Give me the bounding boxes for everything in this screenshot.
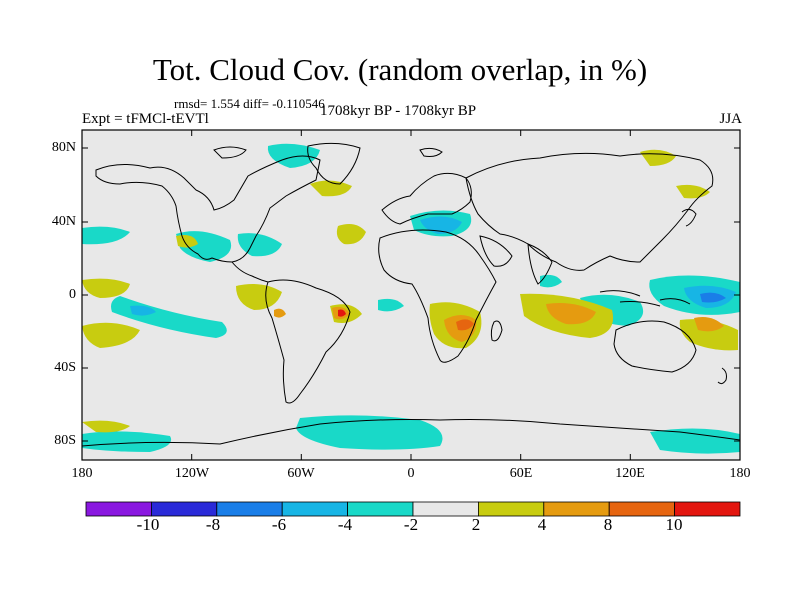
colorbar-segment: [150, 501, 218, 517]
time-period-label: 1708kyr BP - 1708kyr BP: [320, 103, 477, 119]
coastline-madagascar: [490, 320, 503, 342]
map-background: [82, 130, 740, 460]
colorbar: [85, 501, 741, 517]
colorbar-segment: [281, 501, 349, 517]
lat-label-80s: 80S: [54, 433, 76, 448]
colorbar-label-neg4: -4: [337, 515, 353, 534]
coastline-greenland: [307, 142, 361, 185]
coastline-new-zealand: [717, 367, 727, 385]
colorbar-label-10: 10: [665, 515, 683, 534]
coastline-asia: [465, 152, 714, 271]
colorbar-label-neg10: -10: [136, 515, 160, 534]
map-panel: [81, 129, 741, 461]
colorbar-segment: [412, 501, 479, 517]
lon-label-0: 0: [407, 466, 415, 481]
colorbar-segment: [674, 501, 741, 517]
colorbar-segment: [477, 501, 545, 517]
colorbar-label-neg2: -2: [403, 515, 419, 534]
coastline-central-america: [231, 261, 269, 283]
coastline-arabia: [479, 235, 513, 267]
lon-label-60w: 60W: [287, 466, 315, 481]
strong-negative-patches: [130, 216, 736, 316]
coastline-arctic-islands: [213, 146, 443, 159]
coastline-japan: [681, 208, 697, 227]
coastline-australia: [613, 320, 697, 373]
season-label: JJA: [719, 111, 742, 127]
lon-label-120w: 120W: [174, 466, 210, 481]
colorbar-label-neg8: -8: [205, 515, 221, 534]
colorbar-label-4: 4: [537, 515, 547, 534]
coastlines: [81, 142, 741, 447]
colorbar-segment: [216, 501, 283, 517]
lat-label-40n: 40N: [51, 214, 76, 229]
lat-label-40s: 40S: [54, 360, 76, 375]
colorbar-segment: [543, 501, 610, 517]
lon-label-60e: 60E: [509, 466, 533, 481]
coastline-india: [527, 243, 553, 285]
colorbar-segment: [608, 501, 676, 517]
coastline-indonesia: [599, 290, 691, 307]
map-title: Tot. Cloud Cov. (random overlap, in %): [152, 52, 648, 87]
lon-label-120e: 120E: [615, 466, 645, 481]
lon-label-180e: 180: [729, 466, 751, 481]
coastline-europe: [381, 172, 472, 225]
colorbar-label-2: 2: [471, 515, 481, 534]
coastline-south-america: [265, 279, 351, 404]
strong-positive-patches: [274, 303, 724, 342]
coastline-antarctica: [81, 419, 741, 447]
rmsd-diff-stats: rmsd= 1.554 diff= -0.110546: [174, 96, 325, 111]
lat-label-0: 0: [69, 287, 76, 302]
lon-label-180w: 180: [71, 466, 93, 481]
coastline-africa: [378, 229, 497, 363]
colorbar-label-8: 8: [603, 515, 613, 534]
colorbar-segment: [85, 501, 152, 517]
lat-label-80n: 80N: [51, 140, 76, 155]
colorbar-segment: [347, 501, 414, 517]
colorbar-label-neg6: -6: [271, 515, 287, 534]
axis-ticks: [82, 130, 740, 460]
experiment-label: Expt = tFMCl-tEVTl: [82, 111, 209, 127]
coastline-north-america: [95, 155, 321, 263]
